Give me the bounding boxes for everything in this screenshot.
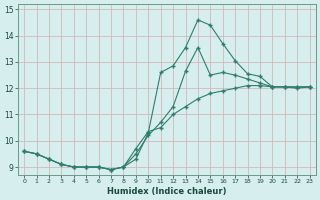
X-axis label: Humidex (Indice chaleur): Humidex (Indice chaleur) [107, 187, 227, 196]
